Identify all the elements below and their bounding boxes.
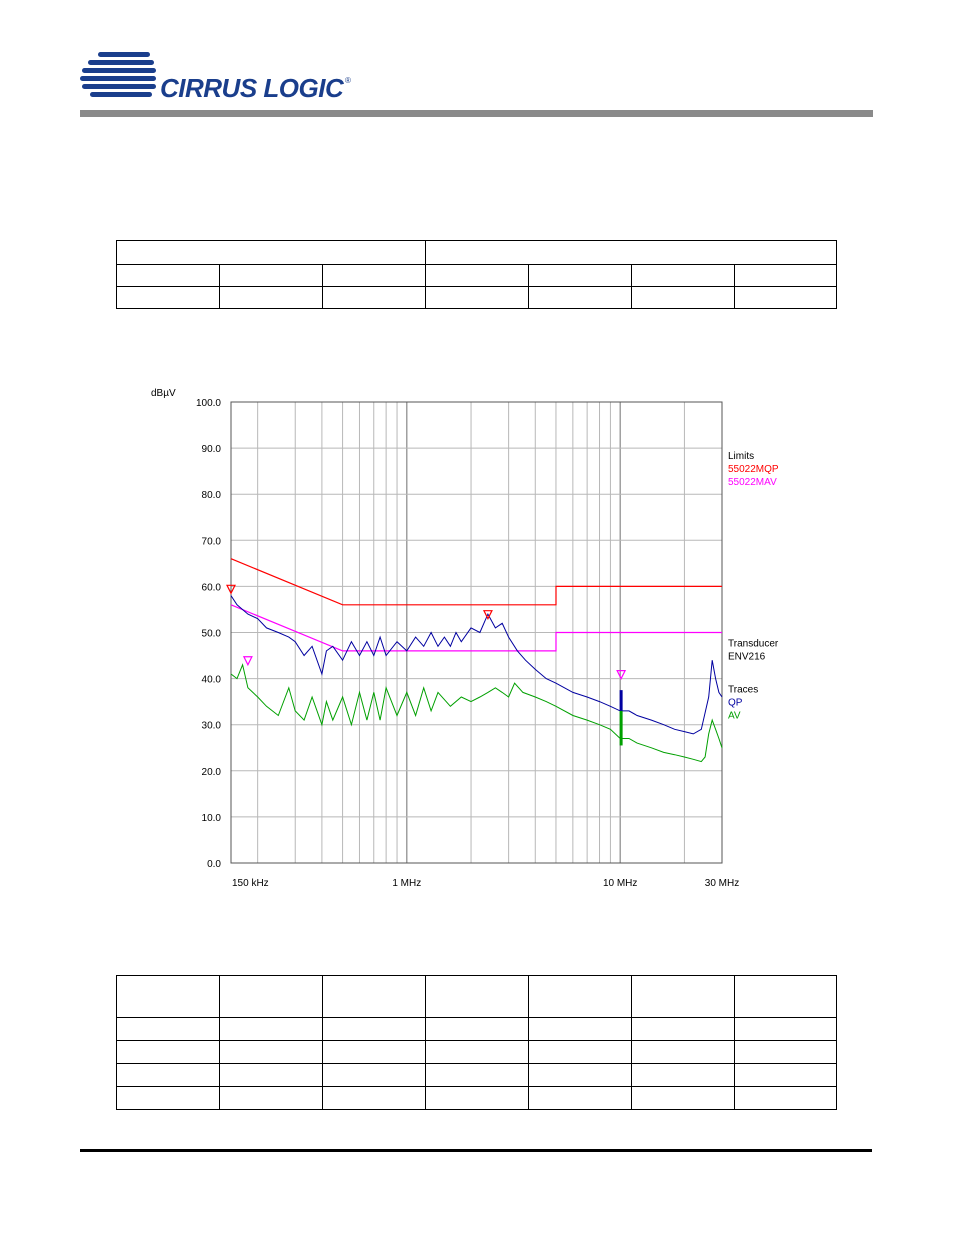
table-row: [116, 286, 838, 309]
marker-triangle-icon: [482, 610, 493, 621]
table-cell: [425, 1040, 529, 1064]
table-cell: [425, 1017, 529, 1041]
y-tick-label: 80.0: [202, 490, 222, 501]
table-cell: [734, 1017, 837, 1041]
table-cell: [116, 1040, 220, 1064]
table-cell: [116, 286, 220, 309]
table-cell: [528, 1063, 632, 1087]
table-cell: [322, 1017, 426, 1041]
table-cell: [219, 1086, 323, 1110]
table-cell: [425, 286, 530, 309]
y-tick-label: 40.0: [202, 675, 222, 686]
table-header-row: [115, 240, 838, 265]
table-cell: [528, 975, 632, 1018]
table-cell: [425, 975, 529, 1018]
header-bar: [80, 110, 873, 117]
legend-transducer-name: ENV216: [728, 652, 766, 663]
table-cell: [219, 1040, 323, 1064]
table-header-row: [116, 975, 837, 1018]
legend-limit-name: 55022MAV: [728, 477, 777, 488]
x-tick-label: 10 MHz: [603, 878, 637, 889]
table-cell: [528, 264, 633, 287]
y-tick-label: 60.0: [202, 582, 222, 593]
x-tick-label: 150 kHz: [232, 878, 269, 889]
emi-chart: dBµV 100.0 90.0 80.0 70.0 60.0 50.0 40.0 30.0 20.…: [151, 388, 779, 889]
table-cell: [321, 264, 427, 287]
bottom-table: [116, 975, 837, 1110]
table-cell: [219, 1017, 323, 1041]
x-tick-label: 30 MHz: [705, 878, 739, 889]
y-tick-label: 0.0: [207, 859, 221, 870]
table-cell: [734, 1040, 837, 1064]
registered-mark: ®: [345, 76, 351, 85]
y-tick-label: 100.0: [196, 398, 221, 409]
table-cell: [631, 264, 736, 287]
table-row: [116, 264, 838, 287]
limit-line-55022mqp: [230, 558, 722, 606]
table-cell: [734, 975, 837, 1018]
table-cell: [425, 1086, 529, 1110]
table-row: [116, 1063, 837, 1087]
table-cell: [219, 286, 323, 309]
y-tick-label: 90.0: [202, 444, 222, 455]
table-cell: [116, 1086, 220, 1110]
table-cell: [321, 286, 427, 309]
table-cell: [528, 1017, 632, 1041]
legend-trace-name: AV: [728, 711, 741, 722]
marker-triangle-icon: [616, 670, 627, 680]
table-cell: [631, 975, 735, 1018]
legend-limit-name: 55022MQP: [728, 464, 779, 475]
table-cell: [116, 1063, 220, 1087]
top-table: [115, 240, 838, 309]
y-tick-label: 50.0: [202, 629, 222, 640]
table-cell: [425, 264, 530, 287]
limit-line-55022mav: [230, 604, 722, 652]
y-tick-label: 70.0: [202, 536, 222, 547]
table-cell: [322, 975, 426, 1018]
legend-traces-title: Traces: [728, 685, 758, 696]
table-cell: [631, 1040, 735, 1064]
legend-transducer-title: Transducer: [728, 639, 779, 650]
table-cell: [116, 264, 220, 287]
footer-rule: [80, 1149, 872, 1152]
marker-triangle-icon: [226, 584, 236, 595]
table-cell: [322, 1063, 426, 1087]
table-cell: [631, 1017, 735, 1041]
x-tick-label: 1 MHz: [392, 878, 421, 889]
table-cell: [425, 1063, 529, 1087]
y-tick-label: 20.0: [202, 767, 222, 778]
table-cell: [219, 975, 323, 1018]
table-cell: [219, 1063, 323, 1087]
table-cell: [734, 286, 838, 309]
table-cell: [528, 1040, 632, 1064]
table-cell: [528, 1086, 632, 1110]
table-row: [116, 1040, 837, 1064]
trace-qp: [230, 595, 723, 735]
table-cell: [116, 975, 220, 1018]
table-cell: [734, 1063, 837, 1087]
cirrus-logic-logo-icon: [80, 52, 156, 97]
legend-trace-name: QP: [728, 698, 743, 709]
table-cell: [322, 1040, 426, 1064]
table-cell: [734, 1086, 837, 1110]
marker-triangle-icon: [242, 656, 253, 667]
trace-av: [230, 663, 723, 763]
legend-limits-title: Limits: [728, 451, 754, 462]
table-row: [116, 1017, 837, 1041]
table-cell: [322, 1086, 426, 1110]
table-cell: [219, 264, 323, 287]
brand-name: CIRRUS LOGIC: [160, 73, 344, 103]
y-tick-label: 30.0: [202, 721, 222, 732]
y-axis-label: dBµV: [151, 388, 176, 399]
table-cell: [734, 264, 838, 287]
y-tick-label: 10.0: [202, 813, 222, 824]
table-row: [116, 1086, 837, 1110]
table-cell: [631, 1063, 735, 1087]
table-cell: [116, 1017, 220, 1041]
table-cell: [528, 286, 633, 309]
table-cell: [425, 240, 838, 265]
table-cell: [631, 286, 736, 309]
table-cell: [631, 1086, 735, 1110]
table-cell: [115, 240, 427, 265]
